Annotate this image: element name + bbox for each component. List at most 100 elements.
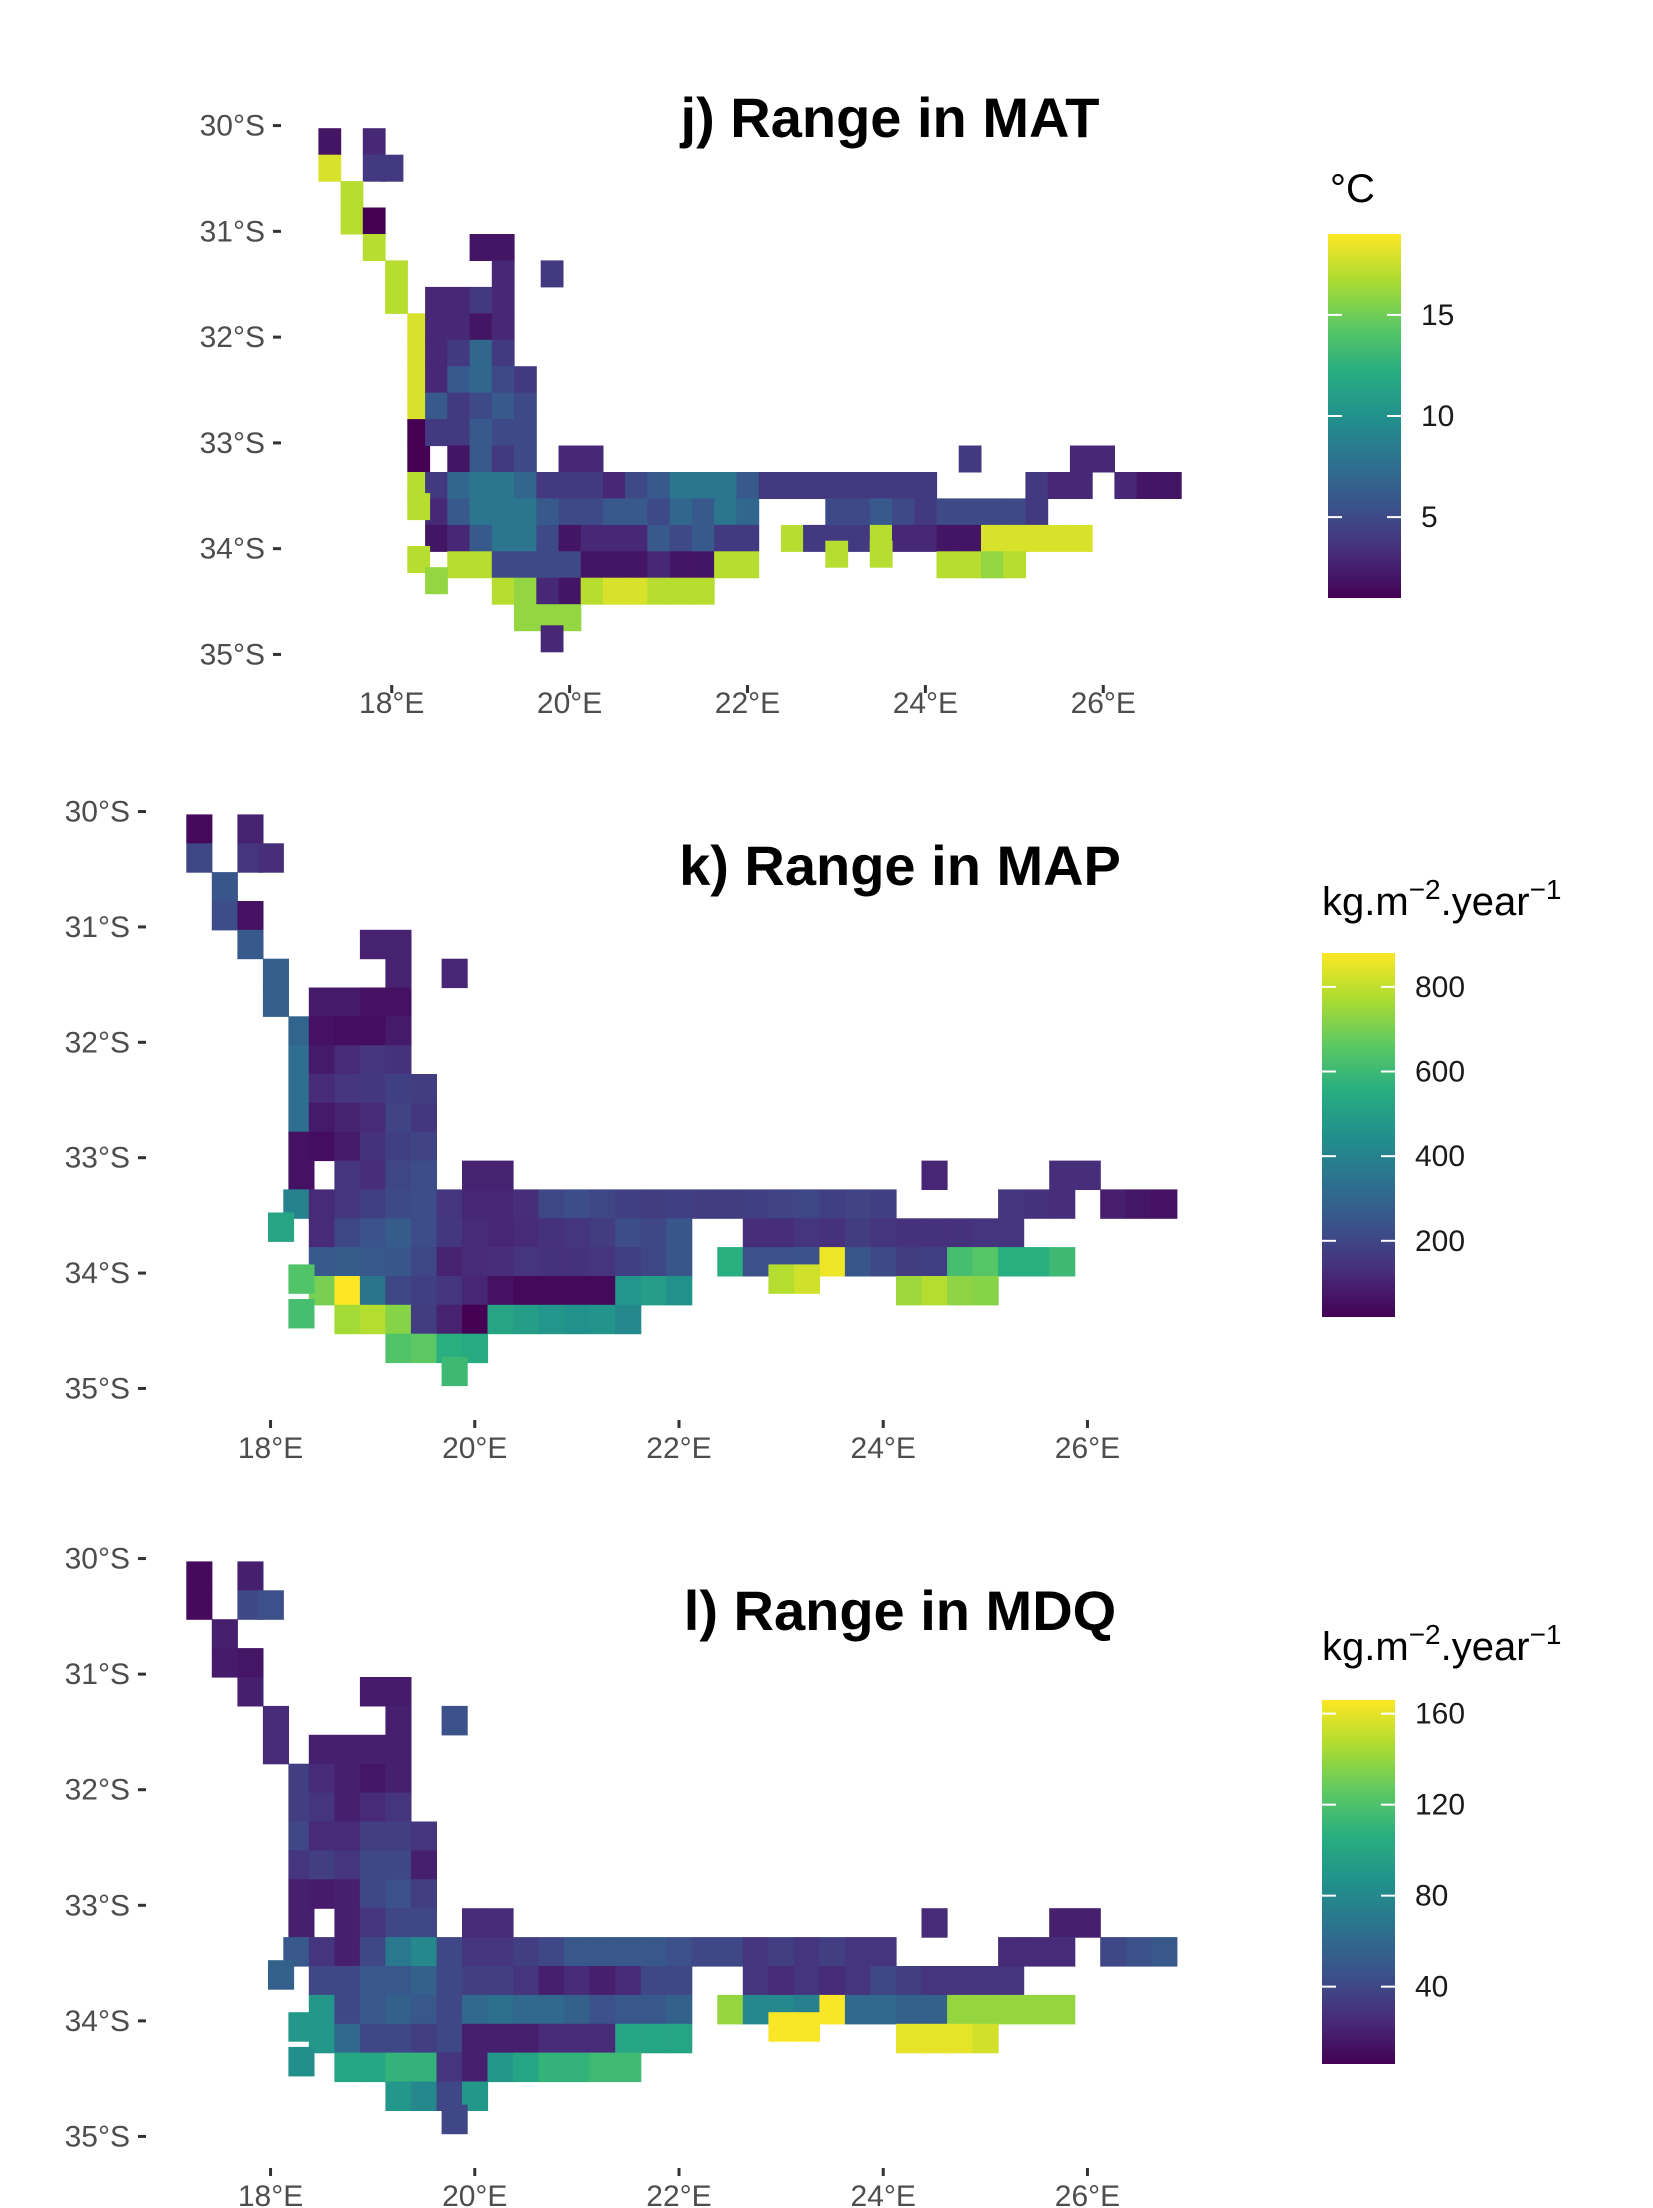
legend-tick-label: 80 bbox=[1415, 1880, 1448, 1913]
legend-title-mat: °C bbox=[1330, 167, 1375, 211]
grid-cell bbox=[514, 524, 537, 552]
y-tick-label: 31°S bbox=[65, 1658, 130, 1691]
grid-cell bbox=[564, 1276, 591, 1306]
grid-cell bbox=[308, 1016, 335, 1046]
grid-cell bbox=[237, 1677, 264, 1707]
grid-cell bbox=[385, 2052, 412, 2083]
grid-cell bbox=[564, 2023, 591, 2054]
grid-cell bbox=[318, 154, 342, 182]
grid-cell bbox=[1049, 1189, 1076, 1219]
grid-cell bbox=[589, 1994, 616, 2025]
grid-cell bbox=[538, 1276, 565, 1306]
grid-cell bbox=[385, 987, 412, 1017]
grid-cell bbox=[441, 1705, 468, 1736]
grid-cell bbox=[514, 392, 537, 420]
grid-cell bbox=[844, 1247, 871, 1277]
grid-cell bbox=[558, 472, 582, 499]
grid-cell bbox=[603, 577, 626, 605]
grid-cell bbox=[447, 392, 471, 420]
legend-tick-label: 600 bbox=[1415, 1056, 1465, 1089]
grid-cell bbox=[385, 286, 408, 314]
grid-cell bbox=[436, 1247, 463, 1277]
grid-cell bbox=[359, 1966, 386, 1996]
grid-cell bbox=[742, 1247, 769, 1277]
grid-cell bbox=[359, 1276, 386, 1306]
grid-cell bbox=[359, 1218, 386, 1248]
grid-cell bbox=[385, 1160, 412, 1190]
grid-cell bbox=[589, 1966, 616, 1996]
x-tick-label: 18°E bbox=[238, 2180, 303, 2208]
grid-cell bbox=[615, 1218, 642, 1248]
grid-cell bbox=[211, 1619, 238, 1649]
grid-cell bbox=[921, 1966, 948, 1996]
grid-cell bbox=[334, 1879, 361, 1909]
grid-cell bbox=[615, 1276, 642, 1306]
grid-cell bbox=[318, 128, 342, 156]
grid-cell bbox=[780, 472, 804, 499]
grid-cell bbox=[536, 551, 560, 579]
grid-cell bbox=[1003, 524, 1026, 552]
grid-cell bbox=[803, 524, 826, 552]
grid-cell bbox=[768, 1218, 795, 1248]
grid-cell bbox=[958, 551, 982, 579]
grid-cell bbox=[385, 1304, 412, 1335]
grid-cell bbox=[1049, 1160, 1076, 1190]
grid-cell bbox=[491, 524, 515, 552]
grid-cell bbox=[385, 1966, 412, 1996]
grid-cell bbox=[308, 1821, 335, 1851]
grid-cell bbox=[736, 498, 760, 526]
grid-cell bbox=[469, 498, 493, 526]
grid-cell bbox=[714, 498, 737, 526]
legend-tick-label: 400 bbox=[1415, 1140, 1465, 1173]
grid-cell bbox=[359, 1850, 386, 1880]
grid-cell bbox=[362, 234, 386, 261]
grid-cell bbox=[513, 2023, 540, 2054]
grid-cell bbox=[491, 419, 515, 447]
grid-cell bbox=[914, 524, 938, 552]
grid-cell bbox=[340, 207, 364, 235]
grid-cell bbox=[589, 1937, 616, 1967]
grid-cell bbox=[380, 154, 404, 182]
grid-cell bbox=[558, 577, 582, 605]
panel-mdq: 30°S 31°S 32°S 33°S 34°S 35°S 18°E 20°E 22°E 24°E… bbox=[65, 1543, 1562, 2208]
grid-cell bbox=[847, 472, 871, 499]
grid-cell bbox=[981, 551, 1004, 579]
grid-cell bbox=[334, 1763, 361, 1794]
grid-cell bbox=[487, 1304, 514, 1335]
grid-cell bbox=[768, 1264, 795, 1294]
grid-cell bbox=[359, 1131, 386, 1162]
grid-cell bbox=[385, 1994, 412, 2025]
grid-cell bbox=[385, 1879, 412, 1909]
grid-cell bbox=[691, 577, 715, 605]
grid-cell bbox=[819, 1247, 846, 1277]
grid-cell bbox=[385, 2081, 412, 2111]
grid-cell bbox=[211, 901, 238, 931]
grid-cell bbox=[998, 1218, 1025, 1248]
grid-cell bbox=[385, 1189, 412, 1219]
grid-cell bbox=[947, 2023, 974, 2054]
grid-cell bbox=[536, 577, 560, 605]
grid-cell bbox=[564, 2052, 591, 2083]
grid-cell bbox=[921, 1160, 948, 1190]
grid-cell bbox=[308, 1074, 335, 1104]
grid-cell bbox=[603, 472, 626, 499]
grid-cell bbox=[491, 472, 515, 499]
grid-cell bbox=[462, 1218, 489, 1248]
grid-cell bbox=[469, 392, 493, 420]
grid-cell bbox=[1025, 498, 1049, 526]
grid-cell bbox=[589, 1247, 616, 1277]
grid-cell bbox=[1151, 1189, 1178, 1219]
grid-cell bbox=[536, 472, 560, 499]
grid-cell bbox=[844, 1994, 871, 2025]
grid-cell bbox=[793, 1218, 820, 1248]
x-tick-label: 24°E bbox=[851, 2180, 916, 2208]
grid-cell bbox=[436, 2052, 463, 2083]
grid-cell bbox=[666, 1189, 693, 1219]
grid-cell bbox=[447, 472, 471, 499]
grid-cell bbox=[469, 339, 493, 367]
grid-cell bbox=[844, 1937, 871, 1967]
grid-cell bbox=[793, 1264, 820, 1294]
panel-title-map: k) Range in MAP bbox=[679, 834, 1121, 897]
grid-cell bbox=[469, 445, 493, 473]
grid-cell bbox=[447, 339, 471, 367]
